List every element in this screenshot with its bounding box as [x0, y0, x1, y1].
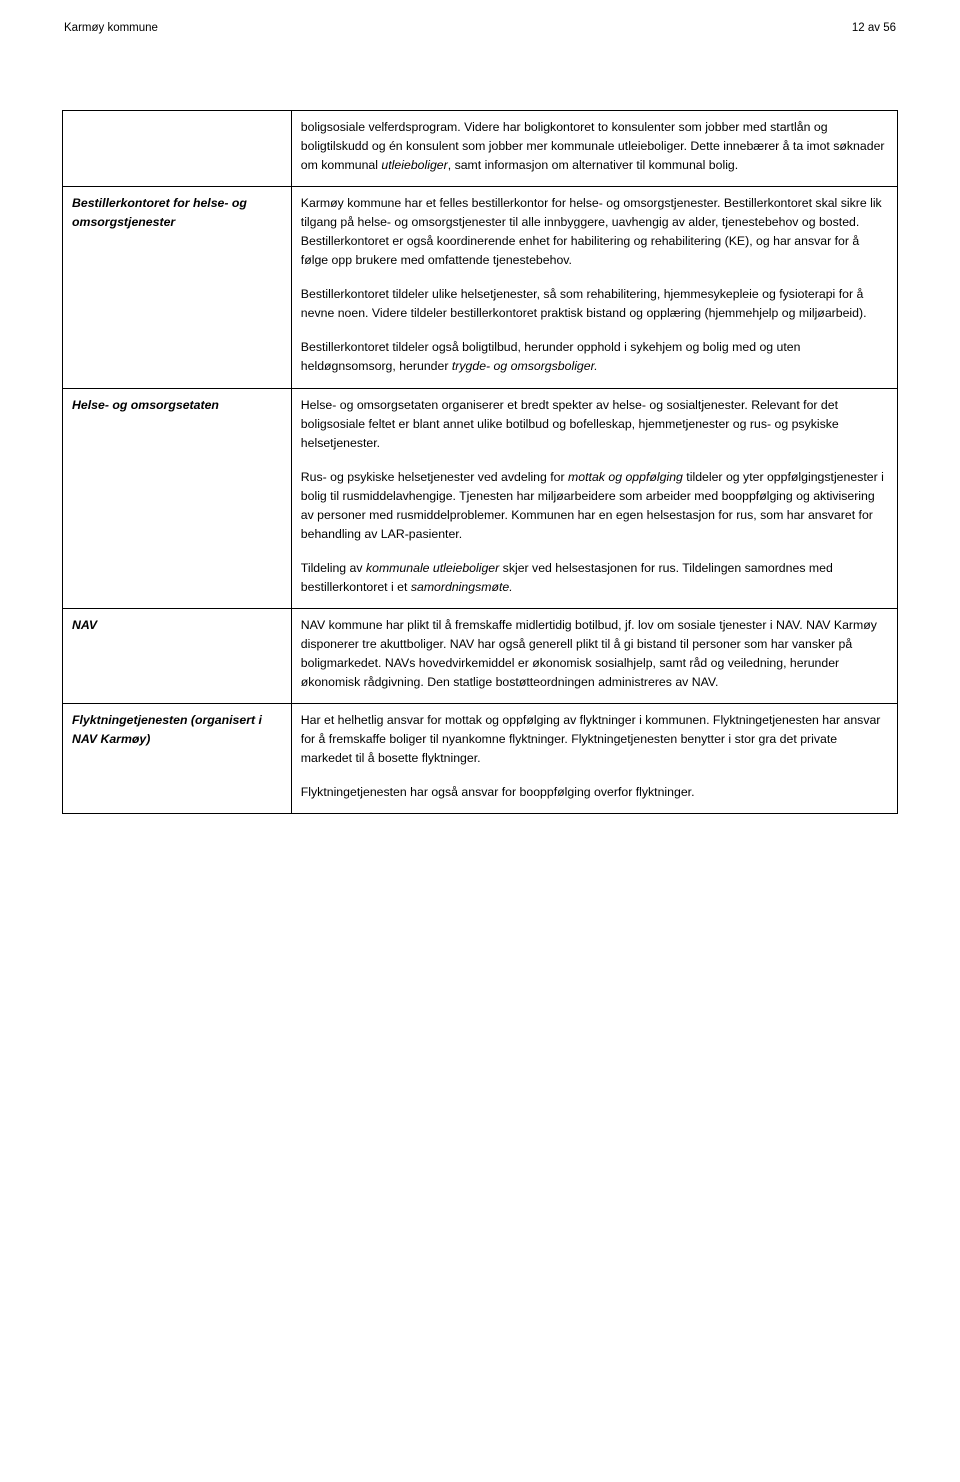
paragraph: Helse- og omsorgsetaten organiserer et b… [301, 396, 888, 453]
row-content-cell: Karmøy kommune har et felles bestillerko… [291, 187, 897, 388]
row-content-cell: NAV kommune har plikt til å fremskaffe m… [291, 608, 897, 703]
header-left: Karmøy kommune [64, 22, 158, 34]
paragraph: Har et helhetlig ansvar for mottak og op… [301, 711, 888, 768]
header-right: 12 av 56 [852, 22, 896, 34]
row-label: Bestillerkontoret for helse- og omsorgst… [72, 194, 282, 232]
paragraph: NAV kommune har plikt til å fremskaffe m… [301, 616, 888, 692]
document-page: Karmøy kommune 12 av 56 boligsosiale vel… [0, 0, 960, 854]
content-table: boligsosiale velferdsprogram. Videre har… [62, 110, 898, 814]
row-content-cell: Har et helhetlig ansvar for mottak og op… [291, 704, 897, 814]
table-row: Helse- og omsorgsetaten Helse- og omsorgs… [63, 388, 898, 608]
row-label: Helse- og omsorgsetaten [72, 396, 282, 415]
row-label: Flyktningetjenesten (organisert i NAV Ka… [72, 711, 282, 749]
row-content-cell: Helse- og omsorgsetaten organiserer et b… [291, 388, 897, 608]
paragraph: Bestillerkontoret tildeler også boligtil… [301, 338, 888, 376]
row-label-cell [63, 111, 292, 187]
table-row: NAV NAV kommune har plikt til å fremskaff… [63, 608, 898, 703]
paragraph: Karmøy kommune har et felles bestillerko… [301, 194, 888, 270]
row-label-cell: NAV [63, 608, 292, 703]
paragraph: Flyktningetjenesten har også ansvar for … [301, 783, 888, 802]
table-row: boligsosiale velferdsprogram. Videre har… [63, 111, 898, 187]
table-row: Flyktningetjenesten (organisert i NAV Ka… [63, 704, 898, 814]
paragraph: boligsosiale velferdsprogram. Videre har… [301, 118, 888, 175]
row-label: NAV [72, 616, 282, 635]
paragraph: Rus- og psykiske helsetjenester ved avde… [301, 468, 888, 544]
row-label-cell: Flyktningetjenesten (organisert i NAV Ka… [63, 704, 292, 814]
paragraph: Tildeling av kommunale utleieboliger skj… [301, 559, 888, 597]
row-label-cell: Helse- og omsorgsetaten [63, 388, 292, 608]
table-row: Bestillerkontoret for helse- og omsorgst… [63, 187, 898, 388]
paragraph: Bestillerkontoret tildeler ulike helsetj… [301, 285, 888, 323]
row-label-cell: Bestillerkontoret for helse- og omsorgst… [63, 187, 292, 388]
row-content-cell: boligsosiale velferdsprogram. Videre har… [291, 111, 897, 187]
table-body: boligsosiale velferdsprogram. Videre har… [63, 111, 898, 814]
page-header: Karmøy kommune 12 av 56 [62, 22, 898, 34]
